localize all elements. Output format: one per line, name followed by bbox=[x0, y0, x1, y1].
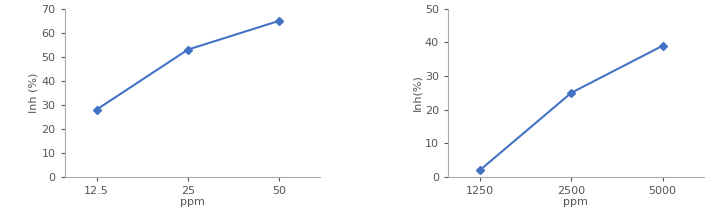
Y-axis label: Inh(%): Inh(%) bbox=[412, 74, 422, 111]
X-axis label: ppm: ppm bbox=[180, 197, 205, 207]
X-axis label: ppm: ppm bbox=[564, 197, 588, 207]
Y-axis label: Inh (%): Inh (%) bbox=[29, 73, 39, 113]
